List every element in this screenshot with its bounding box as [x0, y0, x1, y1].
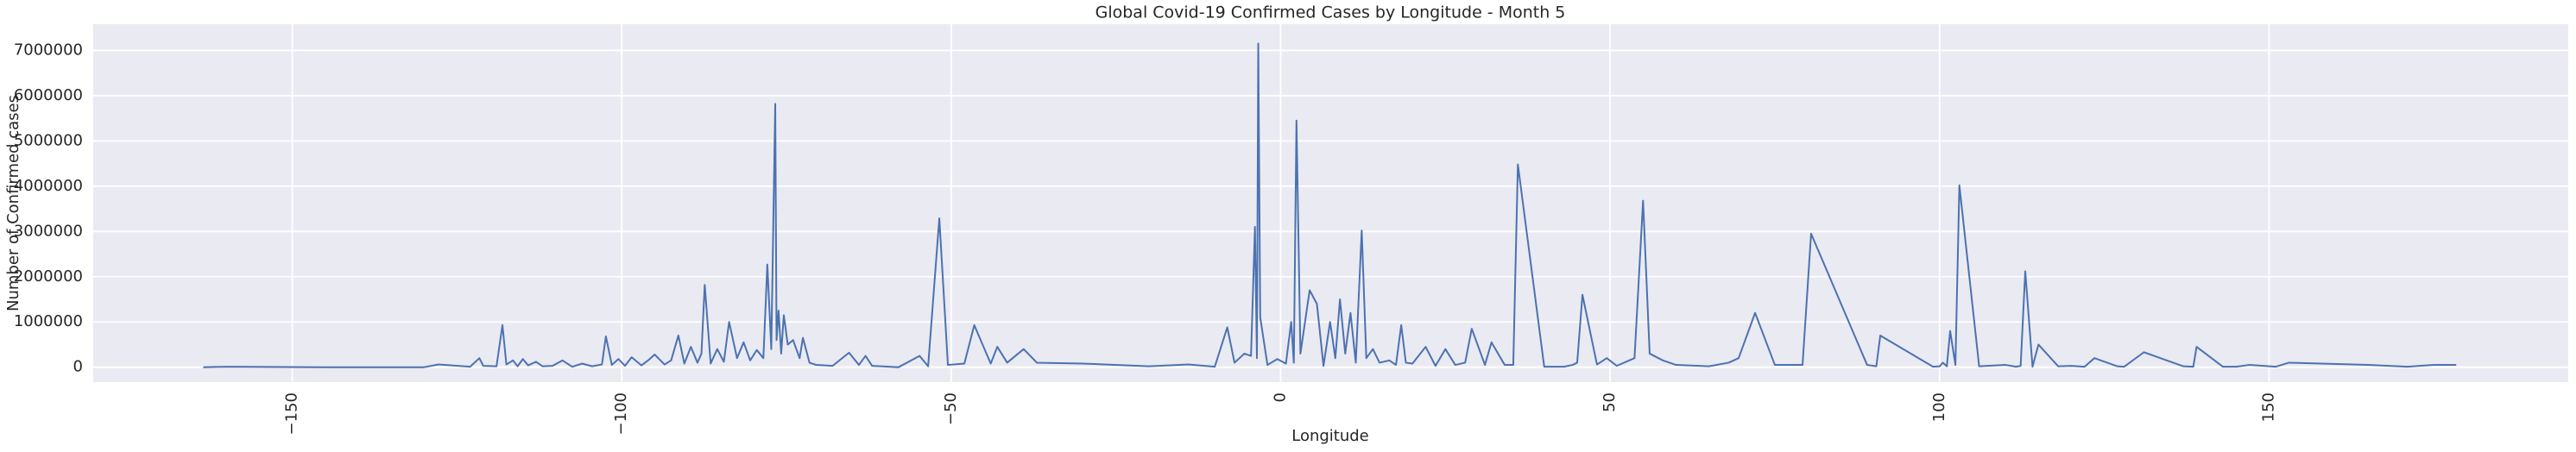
x-tick-label: 150: [2259, 392, 2277, 422]
y-tick-label: 7000000: [14, 41, 83, 59]
y-tick-label: 3000000: [14, 222, 83, 240]
x-tick-label: −50: [942, 392, 960, 425]
y-tick-label: 1000000: [14, 312, 83, 330]
y-tick-label: 0: [73, 358, 83, 376]
x-tick-label: 100: [1930, 392, 1948, 422]
x-tick-label: −100: [612, 392, 630, 435]
y-tick-label: 6000000: [14, 86, 83, 104]
y-tick-label: 2000000: [14, 267, 83, 286]
x-tick-label: 50: [1601, 392, 1619, 412]
x-axis-label: Longitude: [1291, 427, 1369, 445]
y-tick-label: 5000000: [14, 131, 83, 149]
x-tick-label: 0: [1271, 392, 1289, 402]
y-axis-label: Number of Confirmed cases: [4, 95, 22, 311]
y-tick-label: 4000000: [14, 177, 83, 195]
chart-title: Global Covid-19 Confirmed Cases by Longi…: [1095, 3, 1566, 22]
x-tick-label: −150: [283, 392, 301, 435]
data-line: [203, 42, 2457, 368]
